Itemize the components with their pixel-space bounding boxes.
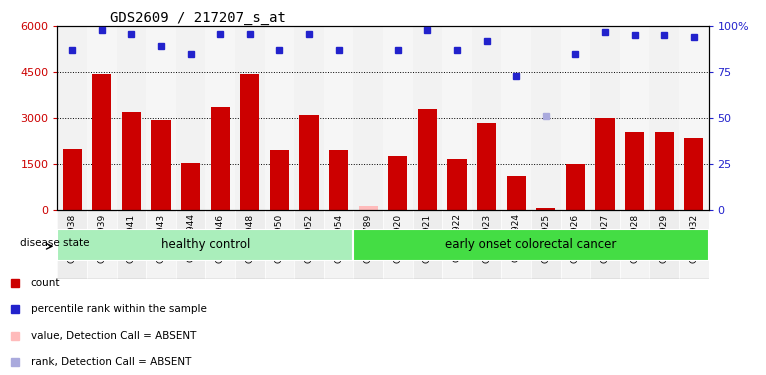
Text: GSM93922: GSM93922 bbox=[453, 213, 461, 262]
Bar bbox=[122, 112, 141, 210]
Bar bbox=[205, 210, 235, 279]
Bar bbox=[294, 210, 324, 279]
Text: GSM93948: GSM93948 bbox=[245, 213, 254, 262]
Bar bbox=[417, 109, 437, 210]
Text: GSM93925: GSM93925 bbox=[542, 213, 550, 262]
Bar bbox=[502, 210, 531, 279]
Bar bbox=[87, 210, 116, 279]
Text: healthy control: healthy control bbox=[161, 238, 250, 251]
Bar bbox=[235, 210, 264, 279]
Bar bbox=[146, 26, 176, 210]
Bar bbox=[176, 210, 205, 279]
Bar bbox=[241, 74, 260, 210]
Bar bbox=[264, 26, 294, 210]
Bar bbox=[264, 210, 294, 279]
Bar bbox=[57, 26, 87, 210]
Bar bbox=[620, 210, 650, 279]
Text: early onset colorectal cancer: early onset colorectal cancer bbox=[445, 238, 617, 251]
Bar bbox=[300, 115, 319, 210]
Bar bbox=[388, 156, 408, 210]
Bar bbox=[625, 132, 644, 210]
Bar bbox=[413, 26, 442, 210]
Text: value, Detection Call = ABSENT: value, Detection Call = ABSENT bbox=[31, 331, 196, 340]
Text: GSM93943: GSM93943 bbox=[156, 213, 165, 262]
Text: GSM93924: GSM93924 bbox=[512, 213, 521, 262]
Bar bbox=[477, 123, 496, 210]
Text: GSM93928: GSM93928 bbox=[630, 213, 639, 262]
Text: GSM93932: GSM93932 bbox=[689, 213, 699, 262]
Bar bbox=[57, 210, 87, 279]
Bar bbox=[205, 26, 235, 210]
Text: percentile rank within the sample: percentile rank within the sample bbox=[31, 304, 207, 314]
Bar bbox=[561, 210, 590, 279]
Bar bbox=[181, 162, 200, 210]
Bar bbox=[413, 210, 442, 279]
Bar bbox=[353, 229, 709, 261]
Bar bbox=[650, 26, 679, 210]
Text: disease state: disease state bbox=[20, 238, 90, 248]
Bar bbox=[595, 118, 614, 210]
Text: count: count bbox=[31, 278, 61, 288]
Bar bbox=[502, 26, 531, 210]
Bar bbox=[294, 26, 324, 210]
Text: GSM93923: GSM93923 bbox=[482, 213, 491, 262]
Bar bbox=[329, 150, 349, 210]
Bar bbox=[590, 210, 620, 279]
Text: GSM93952: GSM93952 bbox=[305, 213, 313, 262]
Bar bbox=[63, 149, 82, 210]
Bar bbox=[566, 164, 585, 210]
Bar bbox=[590, 26, 620, 210]
Bar bbox=[324, 210, 353, 279]
Text: GSM93929: GSM93929 bbox=[660, 213, 669, 262]
Bar bbox=[506, 176, 525, 210]
Bar bbox=[531, 26, 561, 210]
Text: GSM93939: GSM93939 bbox=[97, 213, 106, 263]
Bar bbox=[358, 206, 378, 210]
Text: GSM93927: GSM93927 bbox=[601, 213, 610, 262]
Bar bbox=[146, 210, 176, 279]
Bar bbox=[116, 210, 146, 279]
Bar bbox=[211, 107, 230, 210]
Bar bbox=[383, 26, 413, 210]
Text: GDS2609 / 217207_s_at: GDS2609 / 217207_s_at bbox=[110, 11, 286, 25]
Bar bbox=[92, 74, 112, 210]
Bar bbox=[684, 138, 703, 210]
Bar bbox=[152, 120, 171, 210]
Text: GSM93950: GSM93950 bbox=[275, 213, 284, 263]
Text: GSM93926: GSM93926 bbox=[571, 213, 580, 262]
Text: GSM93944: GSM93944 bbox=[186, 213, 195, 262]
Bar bbox=[679, 210, 709, 279]
Bar bbox=[531, 210, 561, 279]
Bar bbox=[472, 26, 502, 210]
Text: GSM93920: GSM93920 bbox=[393, 213, 402, 262]
Bar bbox=[57, 229, 353, 261]
Bar bbox=[353, 210, 383, 279]
Bar bbox=[442, 210, 472, 279]
Text: GSM93789: GSM93789 bbox=[364, 213, 373, 263]
Bar bbox=[353, 26, 383, 210]
Bar bbox=[561, 26, 590, 210]
Text: rank, Detection Call = ABSENT: rank, Detection Call = ABSENT bbox=[31, 357, 191, 367]
Text: GSM93921: GSM93921 bbox=[423, 213, 432, 262]
Text: GSM93941: GSM93941 bbox=[127, 213, 136, 262]
Bar bbox=[442, 26, 472, 210]
Text: GSM93954: GSM93954 bbox=[334, 213, 343, 262]
Bar bbox=[176, 26, 205, 210]
Text: GSM93946: GSM93946 bbox=[216, 213, 224, 262]
Bar bbox=[270, 150, 289, 210]
Bar bbox=[654, 132, 674, 210]
Bar bbox=[383, 210, 413, 279]
Text: GSM93938: GSM93938 bbox=[67, 213, 77, 263]
Bar bbox=[650, 210, 679, 279]
Bar bbox=[620, 26, 650, 210]
Bar bbox=[116, 26, 146, 210]
Bar bbox=[87, 26, 116, 210]
Bar bbox=[536, 208, 555, 210]
Bar bbox=[324, 26, 353, 210]
Bar bbox=[679, 26, 709, 210]
Bar bbox=[472, 210, 502, 279]
Bar bbox=[447, 159, 466, 210]
Bar bbox=[235, 26, 264, 210]
